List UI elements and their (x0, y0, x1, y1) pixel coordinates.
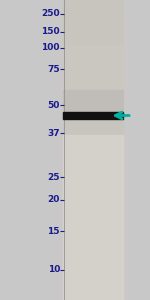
Text: 10: 10 (48, 266, 60, 274)
Bar (63, 90, 123, 120)
Text: 100: 100 (42, 44, 60, 52)
Bar (63, 45, 123, 90)
Text: 15: 15 (48, 226, 60, 236)
Bar (63, 120, 123, 135)
Text: 75: 75 (47, 64, 60, 74)
Bar (63, 0, 123, 300)
Text: 25: 25 (48, 172, 60, 182)
Bar (63, 0, 123, 45)
Text: 150: 150 (41, 27, 60, 36)
Text: 20: 20 (48, 195, 60, 204)
Text: 50: 50 (48, 100, 60, 109)
Bar (63, 135, 123, 300)
Text: 37: 37 (47, 129, 60, 138)
Bar (63, 112, 123, 119)
Text: 250: 250 (41, 9, 60, 18)
